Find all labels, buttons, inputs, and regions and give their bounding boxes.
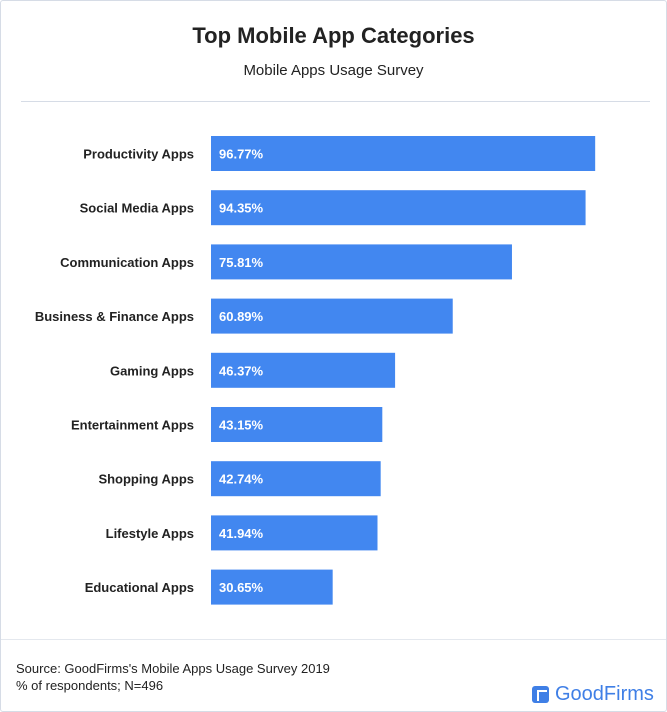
data-label: 30.65% xyxy=(219,580,264,595)
category-label: Business & Finance Apps xyxy=(35,309,194,324)
footer-divider xyxy=(1,639,666,640)
category-label: Social Media Apps xyxy=(80,201,194,216)
category-label: Lifestyle Apps xyxy=(106,526,194,541)
data-label: 75.81% xyxy=(219,255,264,270)
source-note: Source: GoodFirms's Mobile Apps Usage Su… xyxy=(16,660,330,694)
data-label: 43.15% xyxy=(219,418,264,433)
data-label: 94.35% xyxy=(219,201,264,216)
data-label: 41.94% xyxy=(219,526,264,541)
data-label: 60.89% xyxy=(219,309,264,324)
goodfirms-logo-icon xyxy=(532,686,549,703)
bar xyxy=(211,569,333,605)
category-label: Entertainment Apps xyxy=(71,418,194,433)
data-label: 46.37% xyxy=(219,363,264,378)
data-label: 96.77% xyxy=(219,147,264,162)
bar xyxy=(211,407,383,442)
bar xyxy=(211,136,596,171)
bar xyxy=(211,352,396,388)
goodfirms-logo: GoodFirms xyxy=(532,683,654,706)
bar xyxy=(211,515,378,551)
respondents-note: % of respondents; N=496 xyxy=(16,678,164,693)
bar xyxy=(211,298,453,334)
source-text: Source: GoodFirms's Mobile Apps Usage Su… xyxy=(16,661,330,676)
category-label: Educational Apps xyxy=(85,580,194,595)
chart-title: Top Mobile App Categories xyxy=(192,23,475,48)
logo-text: GoodFirms xyxy=(555,683,654,705)
data-label: 42.74% xyxy=(219,472,264,487)
category-label: Gaming Apps xyxy=(110,363,194,378)
category-label: Shopping Apps xyxy=(98,472,194,487)
bar xyxy=(211,461,381,497)
category-label: Communication Apps xyxy=(60,255,194,270)
bar xyxy=(211,244,512,280)
category-label: Productivity Apps xyxy=(83,147,194,162)
divider xyxy=(21,101,650,102)
bar-chart: Productivity Apps 96.77% Social Media Apps… xyxy=(35,136,596,605)
chart-subtitle: Mobile Apps Usage Survey xyxy=(243,62,424,79)
bar xyxy=(211,190,586,226)
